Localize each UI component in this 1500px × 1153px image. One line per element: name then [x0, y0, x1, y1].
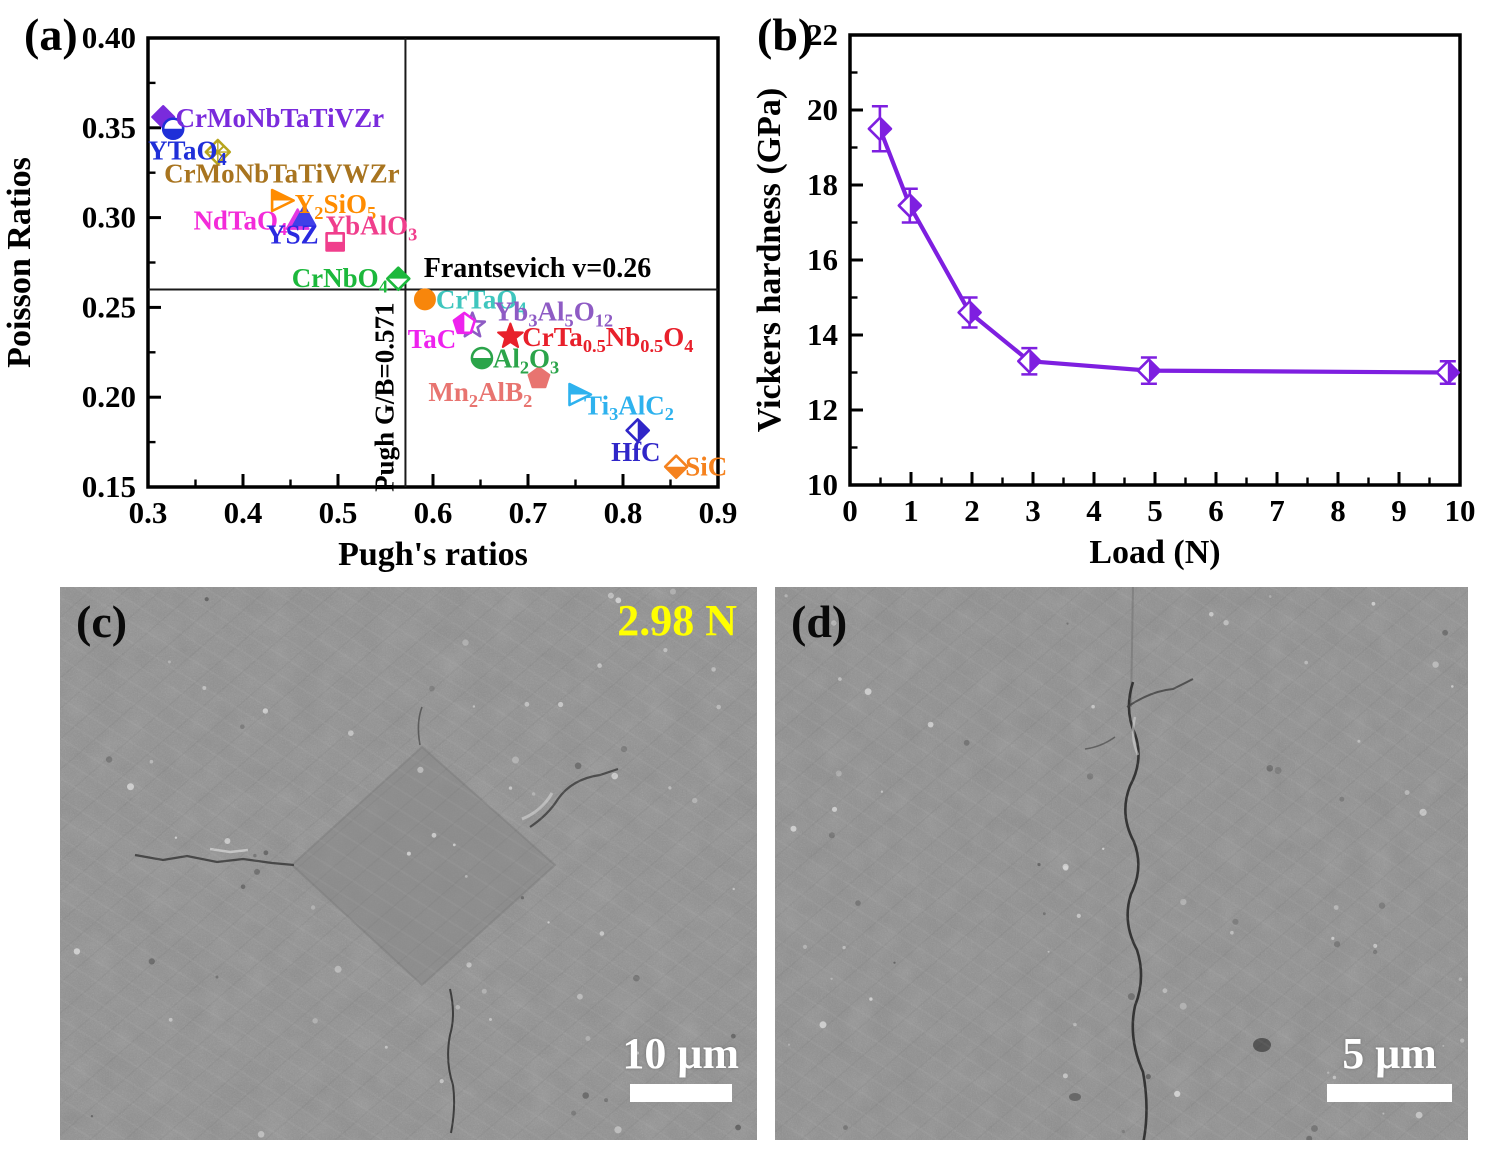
crack-bottom [447, 988, 456, 1134]
svg-text:0.9: 0.9 [699, 495, 738, 530]
svg-text:0: 0 [842, 493, 858, 528]
svg-text:2: 2 [964, 493, 980, 528]
svg-text:0.30: 0.30 [82, 200, 136, 235]
svg-text:CrNbO4: CrNbO4 [292, 263, 388, 297]
svg-text:Pugh's ratios: Pugh's ratios [338, 536, 528, 573]
sem-d-texture [775, 587, 1468, 1140]
svg-text:Mn2AlB2: Mn2AlB2 [428, 377, 532, 411]
svg-text:TaC: TaC [408, 324, 457, 354]
svg-text:0.3: 0.3 [129, 495, 168, 530]
svg-text:20: 20 [807, 92, 838, 127]
svg-text:YSZ: YSZ [266, 220, 319, 250]
svg-text:7: 7 [1269, 493, 1285, 528]
panel-a-label: (a) [24, 9, 78, 60]
scale-bar-d-text: 5 μm [1342, 1029, 1437, 1078]
crack-upper-right [529, 767, 619, 828]
svg-text:Y2SiO5: Y2SiO5 [295, 189, 376, 223]
scale-bar-d: 5 μm [1327, 1032, 1452, 1102]
svg-text:Al2O3: Al2O3 [493, 344, 559, 378]
svg-text:16: 16 [807, 242, 838, 277]
sem-micrograph-c: (c) 2.98 N 10 μm [60, 587, 757, 1140]
crack-main [1124, 681, 1148, 1140]
scale-bar-d-bar [1327, 1084, 1452, 1102]
svg-text:3: 3 [1025, 493, 1041, 528]
svg-text:14: 14 [807, 317, 838, 352]
crack-branch [1126, 678, 1194, 708]
panel-d-label: (d) [791, 596, 848, 647]
svg-text:Load (N): Load (N) [1089, 534, 1220, 571]
sem-c-texture [60, 587, 757, 1140]
svg-text:0.40: 0.40 [82, 20, 136, 55]
svg-text:0.5: 0.5 [319, 495, 358, 530]
svg-text:Frantsevich v=0.26: Frantsevich v=0.26 [424, 253, 652, 284]
svg-text:5: 5 [1147, 493, 1163, 528]
svg-text:CrMoNbTaTiVZr: CrMoNbTaTiVZr [176, 103, 385, 133]
svg-text:Ti3AlC2: Ti3AlC2 [584, 390, 674, 424]
svg-text:9: 9 [1391, 493, 1407, 528]
svg-text:CrMoNbTaTiVWZr: CrMoNbTaTiVWZr [164, 159, 400, 189]
svg-text:0.8: 0.8 [604, 495, 643, 530]
svg-text:CrTaO4: CrTaO4 [436, 284, 527, 318]
svg-text:0.15: 0.15 [82, 469, 136, 504]
svg-text:SiC: SiC [685, 452, 727, 482]
svg-text:NdTaO4: NdTaO4 [193, 205, 287, 239]
pugh-poisson-scatter-chart: 0.3 0.4 0.5 0.6 0.7 0.8 0.9 0.15 0.20 0.25 0.30 0.3… [1, 20, 738, 573]
svg-text:0.7: 0.7 [509, 495, 548, 530]
svg-text:CrTa0.5Nb0.5O4: CrTa0.5Nb0.5O4 [522, 322, 693, 356]
svg-text:18: 18 [807, 167, 838, 202]
svg-text:0.25: 0.25 [82, 289, 136, 324]
svg-text:Vickers hardness (GPa): Vickers hardness (GPa) [751, 88, 788, 432]
sem-micrograph-d: (d) 5 μm [775, 587, 1468, 1140]
svg-text:6: 6 [1208, 493, 1224, 528]
scale-bar-c-text: 10 μm [622, 1029, 739, 1078]
svg-text:1: 1 [903, 493, 919, 528]
indentation-load-badge: 2.98 N [617, 596, 737, 645]
svg-text:10: 10 [807, 467, 838, 502]
panel-b-label: (b) [757, 9, 814, 60]
panel-c-label: (c) [76, 596, 128, 647]
svg-text:Poisson Ratios: Poisson Ratios [1, 157, 38, 368]
pit [1253, 1038, 1271, 1052]
svg-text:Yb3Al5O12: Yb3Al5O12 [494, 296, 613, 330]
scale-bar-c-bar [629, 1084, 732, 1102]
svg-text:Pugh G/B=0.571: Pugh G/B=0.571 [370, 303, 400, 492]
sem-c-specks [73, 588, 741, 1138]
svg-text:0.35: 0.35 [82, 110, 136, 145]
svg-text:22: 22 [807, 17, 838, 52]
svg-text:0.4: 0.4 [224, 495, 263, 530]
svg-text:0.6: 0.6 [414, 495, 453, 530]
svg-text:12: 12 [807, 392, 838, 427]
svg-text:4: 4 [1086, 493, 1102, 528]
svg-text:0.20: 0.20 [82, 379, 136, 414]
svg-text:10: 10 [1445, 493, 1476, 528]
sem-d-specks [784, 594, 1465, 1140]
crack-left [134, 853, 295, 867]
svg-text:YbAlO3: YbAlO3 [326, 210, 418, 244]
svg-text:YTaO4: YTaO4 [148, 135, 227, 169]
svg-text:8: 8 [1330, 493, 1346, 528]
svg-text:HfC: HfC [611, 437, 661, 467]
scale-bar-c: 10 μm [622, 1032, 739, 1102]
